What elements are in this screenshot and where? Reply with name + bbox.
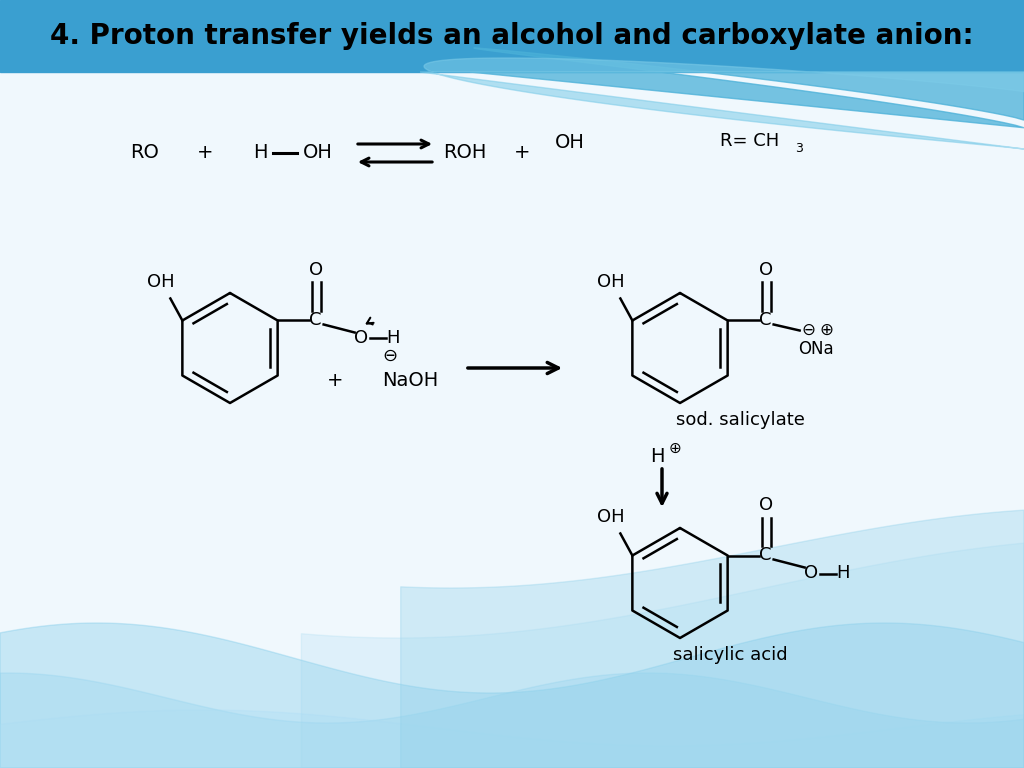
Text: H: H (386, 329, 399, 347)
Text: ONa: ONa (798, 340, 834, 359)
Text: ROH: ROH (443, 144, 486, 163)
Text: OH: OH (597, 273, 625, 292)
Text: C: C (760, 312, 772, 329)
Text: ⊖: ⊖ (382, 347, 397, 365)
Text: OH: OH (303, 144, 333, 163)
Text: ⊕: ⊕ (819, 320, 834, 339)
Text: 3: 3 (795, 143, 803, 155)
Text: O: O (759, 261, 773, 280)
Text: O: O (759, 496, 773, 515)
Text: O: O (353, 329, 368, 347)
FancyArrowPatch shape (367, 318, 374, 324)
Bar (0, 0, 1024, 72)
Text: H: H (836, 564, 849, 582)
Text: ⊕: ⊕ (669, 441, 681, 455)
Polygon shape (400, 510, 1024, 768)
Text: 4. Proton transfer yields an alcohol and carboxylate anion:: 4. Proton transfer yields an alcohol and… (50, 22, 974, 50)
Text: C: C (760, 547, 772, 564)
Polygon shape (301, 543, 1024, 768)
Text: +: + (514, 144, 530, 163)
Text: OH: OH (555, 134, 585, 153)
Text: +: + (197, 144, 213, 163)
Text: OH: OH (597, 508, 625, 527)
Text: ⊖: ⊖ (802, 320, 815, 339)
Text: O: O (308, 261, 323, 280)
Text: R= CH: R= CH (720, 132, 779, 150)
Text: NaOH: NaOH (382, 370, 438, 389)
Text: sod. salicylate: sod. salicylate (676, 411, 805, 429)
Text: RO: RO (131, 144, 160, 163)
Polygon shape (420, 58, 1024, 149)
Text: +: + (327, 370, 343, 389)
Text: O: O (804, 564, 818, 582)
Text: salicylic acid: salicylic acid (673, 646, 787, 664)
Polygon shape (470, 48, 1024, 127)
Text: C: C (309, 312, 322, 329)
Text: H: H (650, 446, 665, 465)
Text: OH: OH (146, 273, 174, 292)
Text: H: H (253, 144, 267, 163)
